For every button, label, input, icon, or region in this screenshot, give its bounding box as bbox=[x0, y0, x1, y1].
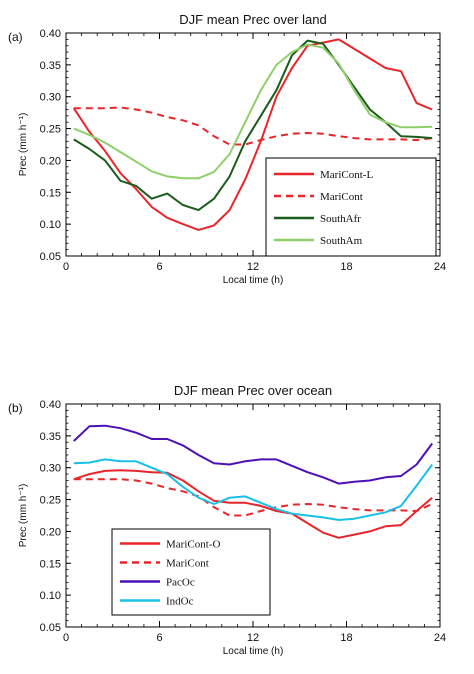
y-tick-label: 0.20 bbox=[40, 526, 61, 538]
y-tick-label: 0.05 bbox=[40, 622, 61, 634]
x-tick-label: 12 bbox=[247, 632, 259, 644]
chart-title: DJF mean Prec over land bbox=[179, 12, 326, 27]
y-tick-label: 0.35 bbox=[40, 431, 61, 443]
y-tick-label: 0.10 bbox=[40, 590, 61, 602]
y-tick-label: 0.10 bbox=[40, 219, 61, 231]
y-tick-label: 0.20 bbox=[40, 155, 61, 167]
legend: MariCont-L MariCont SouthAfr SouthAm bbox=[265, 157, 437, 257]
y-tick-label: 0.30 bbox=[40, 463, 61, 475]
legend-entry: MariCont-O bbox=[166, 539, 220, 551]
series-line-maricont bbox=[73, 106, 433, 146]
y-tick-label: 0.40 bbox=[40, 399, 61, 411]
series-line-southam bbox=[73, 43, 433, 180]
y-tick-label: 0.15 bbox=[40, 558, 61, 570]
y-tick-label: 0.40 bbox=[40, 28, 61, 40]
x-tick-label: 18 bbox=[340, 632, 352, 644]
series-line-maricont bbox=[73, 478, 433, 517]
y-axis-label: Prec (mm h⁻¹) bbox=[18, 484, 29, 548]
legend-entry: PacOc bbox=[166, 577, 195, 589]
chart-title: DJF mean Prec over ocean bbox=[174, 383, 332, 398]
legend-entry: IndOc bbox=[166, 596, 194, 608]
x-tick-label: 0 bbox=[63, 632, 69, 644]
chart-panel-a: DJF mean Prec over land (a) 0.05 0.10 0.15 0.… bbox=[8, 12, 446, 286]
y-tick-label: 0.05 bbox=[40, 251, 61, 263]
panel-label: (b) bbox=[8, 401, 23, 415]
y-tick-label: 0.35 bbox=[40, 60, 61, 72]
legend: MariCont-O MariCont PacOc IndOc bbox=[111, 528, 271, 616]
legend-entry: MariCont bbox=[320, 191, 363, 203]
x-tick-label: 6 bbox=[156, 261, 162, 273]
y-tick-label: 0.25 bbox=[40, 124, 61, 136]
x-tick-label: 12 bbox=[247, 261, 259, 273]
chart-panel-b: DJF mean Prec over ocean (b) 0.05 0.10 0.15 0… bbox=[8, 383, 446, 657]
x-axis-label: Local time (h) bbox=[223, 275, 284, 286]
x-tick-label: 6 bbox=[156, 632, 162, 644]
legend-entry: MariCont-L bbox=[320, 169, 373, 181]
x-tick-label: 24 bbox=[434, 632, 446, 644]
x-axis-label: Local time (h) bbox=[223, 646, 284, 657]
y-tick-label: 0.15 bbox=[40, 187, 61, 199]
series-line-maricont-o bbox=[73, 469, 433, 539]
x-tick-label: 0 bbox=[63, 261, 69, 273]
series-line-maricont-l bbox=[72, 38, 433, 231]
y-tick-label: 0.25 bbox=[40, 495, 61, 507]
series-line-southafr bbox=[73, 39, 433, 212]
x-tick-label: 24 bbox=[434, 261, 446, 273]
legend-entry: MariCont bbox=[166, 558, 209, 570]
y-tick-label: 0.30 bbox=[40, 92, 61, 104]
series-line-pacoc bbox=[73, 424, 434, 485]
legend-entry: SouthAfr bbox=[320, 213, 361, 225]
series-line-indoc bbox=[73, 458, 434, 521]
y-axis-label: Prec (mm h⁻¹) bbox=[18, 113, 29, 177]
legend-entry: SouthAm bbox=[320, 235, 363, 247]
x-tick-label: 18 bbox=[340, 261, 352, 273]
panel-label: (a) bbox=[8, 30, 23, 44]
